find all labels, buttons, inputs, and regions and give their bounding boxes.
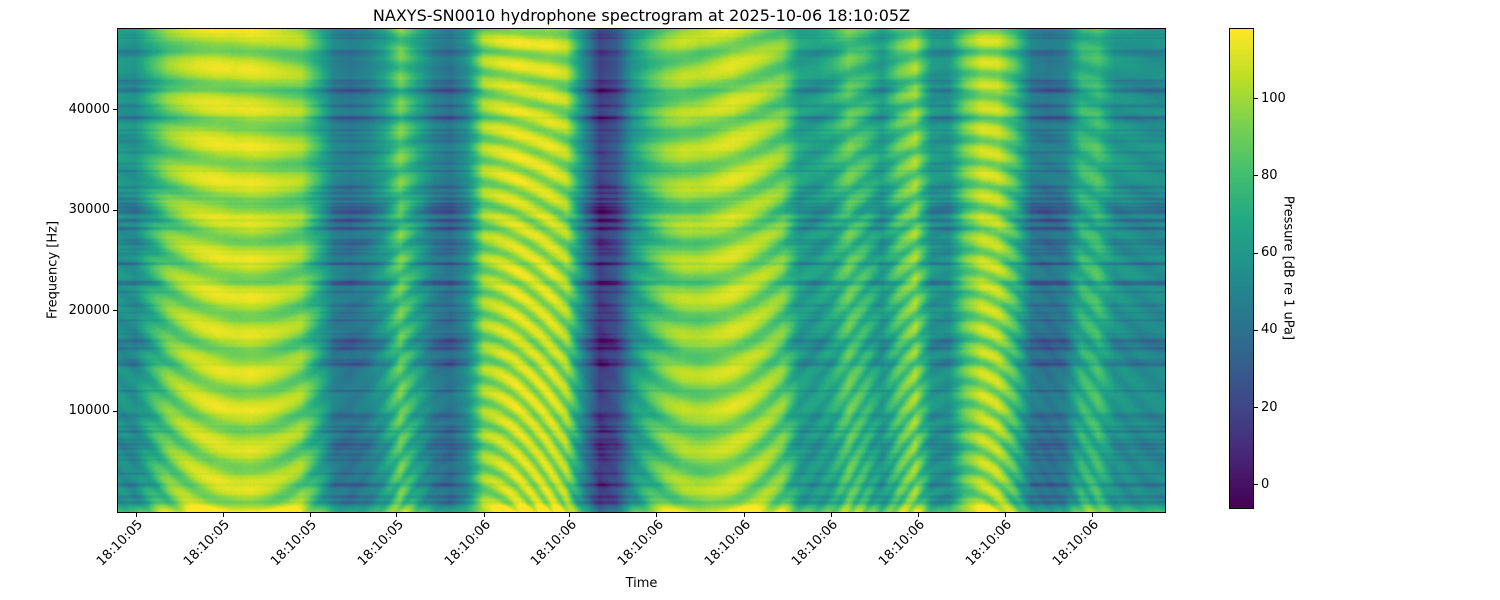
x-tick-mark xyxy=(743,513,745,517)
colorbar-tick-mark xyxy=(1254,407,1258,409)
spectrogram-heatmap xyxy=(118,29,1165,512)
colorbar-tick-label: 20 xyxy=(1261,399,1278,415)
x-tick-mark xyxy=(917,513,919,517)
colorbar-tick-mark xyxy=(1254,484,1258,486)
y-tick-mark xyxy=(113,310,117,312)
colorbar-tick-mark xyxy=(1254,175,1258,177)
y-tick-mark xyxy=(113,109,117,110)
y-tick-mark xyxy=(113,209,117,211)
x-tick-mark xyxy=(656,513,658,517)
colorbar-tick-label: 100 xyxy=(1261,90,1286,106)
chart-title: NAXYS-SN0010 hydrophone spectrogram at 2… xyxy=(372,6,911,25)
colorbar-tick-mark xyxy=(1254,98,1258,100)
y-tick-label: 20000 xyxy=(68,302,110,318)
x-tick-mark xyxy=(1004,513,1006,517)
axes-border xyxy=(117,28,1166,513)
x-tick-mark xyxy=(396,513,398,517)
x-tick-mark xyxy=(222,513,224,517)
y-tick-label: 10000 xyxy=(68,403,110,419)
y-tick-label: 40000 xyxy=(68,101,110,117)
x-axis-label: Time xyxy=(625,576,658,591)
colorbar-tick-mark xyxy=(1254,329,1258,331)
y-tick-mark xyxy=(113,410,117,412)
x-tick-mark xyxy=(830,513,832,517)
x-tick-mark xyxy=(1091,513,1093,517)
x-tick-mark xyxy=(569,513,571,517)
colorbar-gradient xyxy=(1230,29,1253,508)
y-tick-label: 30000 xyxy=(68,202,110,218)
x-tick-mark xyxy=(135,513,137,517)
colorbar-tick-label: 60 xyxy=(1261,245,1278,261)
colorbar-label: Pressure [dB re 1 uPa] xyxy=(1280,195,1296,341)
x-tick-mark xyxy=(483,513,485,517)
colorbar-border xyxy=(1229,28,1254,509)
colorbar-tick-label: 80 xyxy=(1261,167,1278,183)
colorbar-tick-label: 40 xyxy=(1261,322,1278,338)
colorbar-tick-mark xyxy=(1254,252,1258,254)
x-tick-mark xyxy=(309,513,311,517)
colorbar-tick-label: 0 xyxy=(1261,476,1270,492)
y-axis-label: Frequency [Hz] xyxy=(45,220,61,320)
